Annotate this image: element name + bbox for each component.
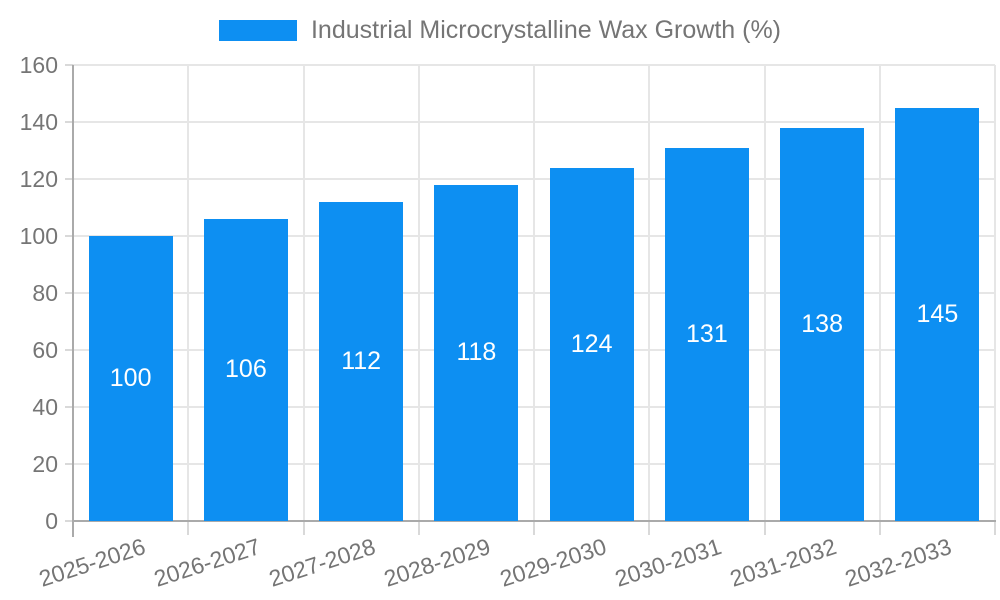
y-axis-tick-label: 120 bbox=[19, 166, 58, 192]
y-axis-tick bbox=[65, 349, 73, 351]
bar-value-label: 100 bbox=[109, 364, 152, 392]
bar: 118 bbox=[434, 184, 519, 521]
x-axis-category-label: 2027-2028 bbox=[265, 533, 379, 592]
y-axis-tick-label: 140 bbox=[19, 109, 58, 135]
y-axis-tick bbox=[65, 178, 73, 180]
y-axis-tick-label: 20 bbox=[32, 451, 58, 477]
x-axis-tick bbox=[994, 521, 996, 535]
x-axis-tick bbox=[187, 521, 190, 535]
x-axis-tick bbox=[417, 521, 420, 535]
gridline-vertical bbox=[302, 65, 305, 521]
y-axis-tick bbox=[65, 406, 73, 408]
bar-value-label: 131 bbox=[686, 319, 728, 348]
y-axis-tick bbox=[65, 463, 73, 465]
gridline-vertical bbox=[648, 65, 651, 521]
bar-value-label: 106 bbox=[225, 355, 267, 384]
y-axis-tick bbox=[65, 121, 73, 123]
bar: 100 bbox=[88, 236, 173, 521]
y-axis-line bbox=[72, 65, 74, 537]
bar: 145 bbox=[895, 107, 980, 521]
legend-label: Industrial Microcrystalline Wax Growth (… bbox=[310, 15, 781, 44]
y-axis-tick bbox=[65, 520, 73, 522]
x-axis-category-label: 2032-2033 bbox=[842, 533, 955, 592]
bar-value-label: 124 bbox=[570, 329, 613, 358]
gridline-vertical bbox=[994, 65, 996, 521]
y-axis-tick-label: 0 bbox=[45, 508, 58, 534]
x-axis-category-label: 2025-2026 bbox=[35, 533, 149, 592]
x-axis-tick bbox=[878, 521, 881, 535]
x-axis-tick bbox=[648, 521, 651, 535]
bar-value-label: 112 bbox=[341, 346, 382, 375]
bar: 124 bbox=[549, 167, 634, 521]
x-axis-category-label: 2030-2031 bbox=[611, 533, 725, 592]
bar: 138 bbox=[780, 127, 865, 521]
y-axis-tick bbox=[65, 64, 73, 66]
y-axis-tick-label: 100 bbox=[19, 223, 58, 249]
legend: Industrial Microcrystalline Wax Growth (… bbox=[0, 13, 1000, 47]
gridline-vertical bbox=[533, 65, 535, 521]
x-axis-tick bbox=[763, 521, 766, 535]
x-axis-category-label: 2026-2027 bbox=[150, 533, 264, 592]
y-axis-tick bbox=[65, 292, 73, 294]
gridline-vertical bbox=[878, 65, 881, 521]
bar: 112 bbox=[319, 201, 404, 521]
bar-value-label: 138 bbox=[801, 309, 843, 338]
y-axis-tick-label: 40 bbox=[32, 394, 58, 420]
y-axis-tick bbox=[65, 235, 73, 237]
bar: 131 bbox=[664, 147, 749, 521]
y-axis-tick-label: 80 bbox=[32, 280, 58, 306]
bar: 106 bbox=[203, 218, 288, 521]
bar-value-label: 145 bbox=[916, 299, 959, 328]
gridline-vertical bbox=[763, 65, 766, 521]
y-axis-tick-label: 160 bbox=[19, 52, 58, 78]
gridline-vertical bbox=[187, 65, 190, 521]
x-axis-category-label: 2029-2030 bbox=[496, 533, 610, 592]
x-axis-category-label: 2028-2029 bbox=[381, 533, 494, 592]
x-axis-category-label: 2031-2032 bbox=[726, 533, 840, 592]
bar-value-label: 118 bbox=[456, 338, 497, 367]
legend-swatch bbox=[218, 19, 297, 41]
y-axis-tick-label: 60 bbox=[32, 337, 58, 363]
gridline-vertical bbox=[417, 65, 420, 521]
x-axis-line bbox=[72, 520, 996, 522]
x-axis-tick bbox=[302, 521, 305, 535]
x-axis-tick bbox=[533, 521, 535, 535]
